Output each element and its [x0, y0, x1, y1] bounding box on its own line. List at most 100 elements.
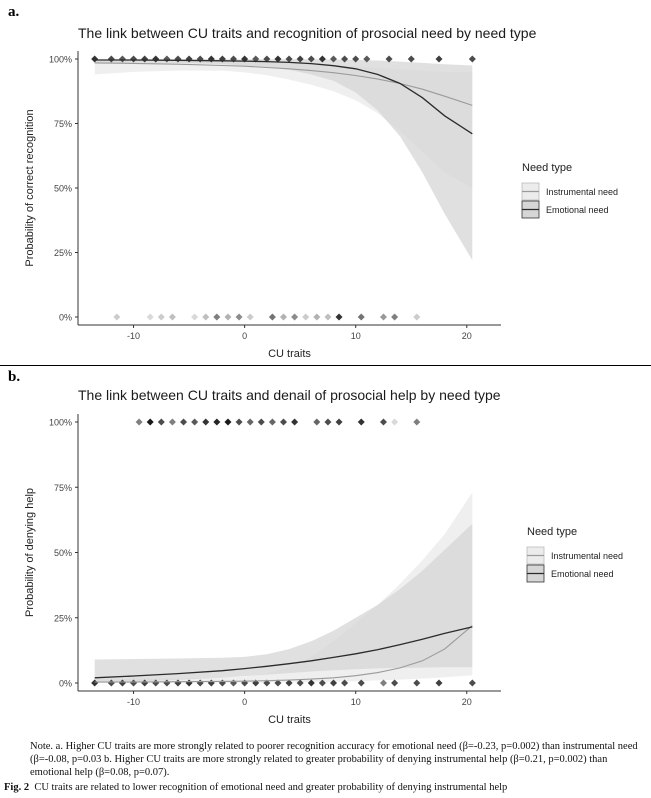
legend-label: Emotional need [546, 205, 609, 215]
data-point [296, 679, 304, 687]
data-point [130, 55, 138, 63]
data-point [296, 55, 304, 63]
data-point [157, 313, 165, 321]
y-axis-label: Probability of correct recognition [24, 109, 36, 266]
data-point [268, 313, 276, 321]
data-point [391, 679, 399, 687]
data-point [91, 55, 99, 63]
figure-caption: Fig. 2 CU traits are related to lower re… [4, 782, 644, 793]
data-point [329, 679, 337, 687]
data-point [324, 313, 332, 321]
chart-title: The link between CU traits and denail of… [78, 387, 501, 403]
data-point [318, 55, 326, 63]
data-point [379, 679, 387, 687]
chart-title: The link between CU traits and recogniti… [78, 25, 537, 41]
data-point [335, 313, 343, 321]
series-line [94, 625, 473, 683]
chart-a: 0% 25% 50% 75% 100% -10 0 10 20 CU traits Probabil… [24, 51, 618, 360]
x-tick-label: 10 [351, 331, 361, 341]
data-point [202, 313, 210, 321]
data-point [152, 679, 160, 687]
data-point [274, 679, 282, 687]
data-point [413, 313, 421, 321]
panel-b: b. The link between CU traits and denail… [0, 365, 651, 733]
data-point [357, 679, 365, 687]
data-point [168, 418, 176, 426]
figure-note: Note. a. Higher CU traits are more stron… [30, 741, 638, 778]
legend-label: Emotional need [551, 569, 614, 579]
chart-b: 0% 25% 50% 75% 100% -10 0 10 20 CU traits Probabil… [24, 414, 623, 726]
data-point [224, 418, 232, 426]
data-point [291, 418, 299, 426]
data-point [280, 418, 287, 426]
y-tick-label: 50% [54, 548, 72, 558]
data-point [107, 55, 115, 63]
legend-title: Need type [527, 526, 577, 538]
data-point [146, 313, 154, 321]
x-tick-label: 0 [242, 331, 247, 341]
data-point [435, 679, 443, 687]
data-point [107, 679, 115, 687]
data-point [213, 418, 221, 426]
x-tick-label: -10 [127, 331, 140, 341]
y-tick-label: 25% [54, 248, 72, 258]
panel-a: a. The link between CU traits and recogn… [0, 0, 651, 370]
data-point [379, 418, 387, 426]
data-point [191, 418, 199, 426]
data-point [280, 313, 287, 321]
series-line [94, 62, 473, 106]
y-tick-label: 0% [59, 679, 72, 689]
data-point [379, 313, 387, 321]
data-point [263, 55, 271, 63]
data-point [235, 313, 243, 321]
data-point [335, 418, 343, 426]
legend-label: Instrumental need [546, 187, 618, 197]
x-tick-label: -10 [127, 697, 140, 707]
y-tick-label: 100% [49, 55, 72, 65]
data-point [141, 679, 149, 687]
caption-label: Fig. 2 [4, 782, 30, 793]
data-point [468, 55, 476, 63]
y-tick-label: 25% [54, 613, 72, 623]
data-point [391, 418, 399, 426]
panel-label: b. [8, 369, 21, 385]
data-point [318, 679, 326, 687]
x-axis-label: CU traits [268, 348, 311, 360]
data-point [357, 418, 365, 426]
data-point [118, 679, 126, 687]
data-point [91, 679, 99, 687]
y-tick-label: 50% [54, 184, 72, 194]
data-point [224, 313, 232, 321]
data-point [341, 55, 349, 63]
y-tick-label: 0% [59, 313, 72, 323]
data-point [413, 679, 421, 687]
data-point [146, 418, 154, 426]
panel-divider [0, 365, 651, 366]
data-point [307, 679, 315, 687]
data-point [391, 313, 399, 321]
legend-label: Instrumental need [551, 551, 623, 561]
data-point [357, 313, 365, 321]
data-point [468, 679, 476, 687]
data-point [191, 313, 199, 321]
data-point [257, 418, 265, 426]
series-line [94, 626, 473, 679]
panel-label: a. [8, 4, 20, 20]
data-point [302, 313, 310, 321]
data-point [141, 55, 149, 63]
ci-ribbon [94, 523, 473, 683]
x-tick-label: 10 [351, 697, 361, 707]
data-point [246, 313, 254, 321]
y-tick-label: 100% [49, 418, 72, 428]
data-point [268, 418, 276, 426]
data-point [329, 55, 337, 63]
data-point [407, 55, 415, 63]
data-point [130, 679, 138, 687]
data-point [113, 313, 121, 321]
x-axis-label: CU traits [268, 714, 311, 726]
data-point [246, 418, 254, 426]
legend-title: Need type [522, 162, 572, 174]
data-point [363, 55, 371, 63]
data-point [285, 679, 293, 687]
data-point [285, 55, 293, 63]
